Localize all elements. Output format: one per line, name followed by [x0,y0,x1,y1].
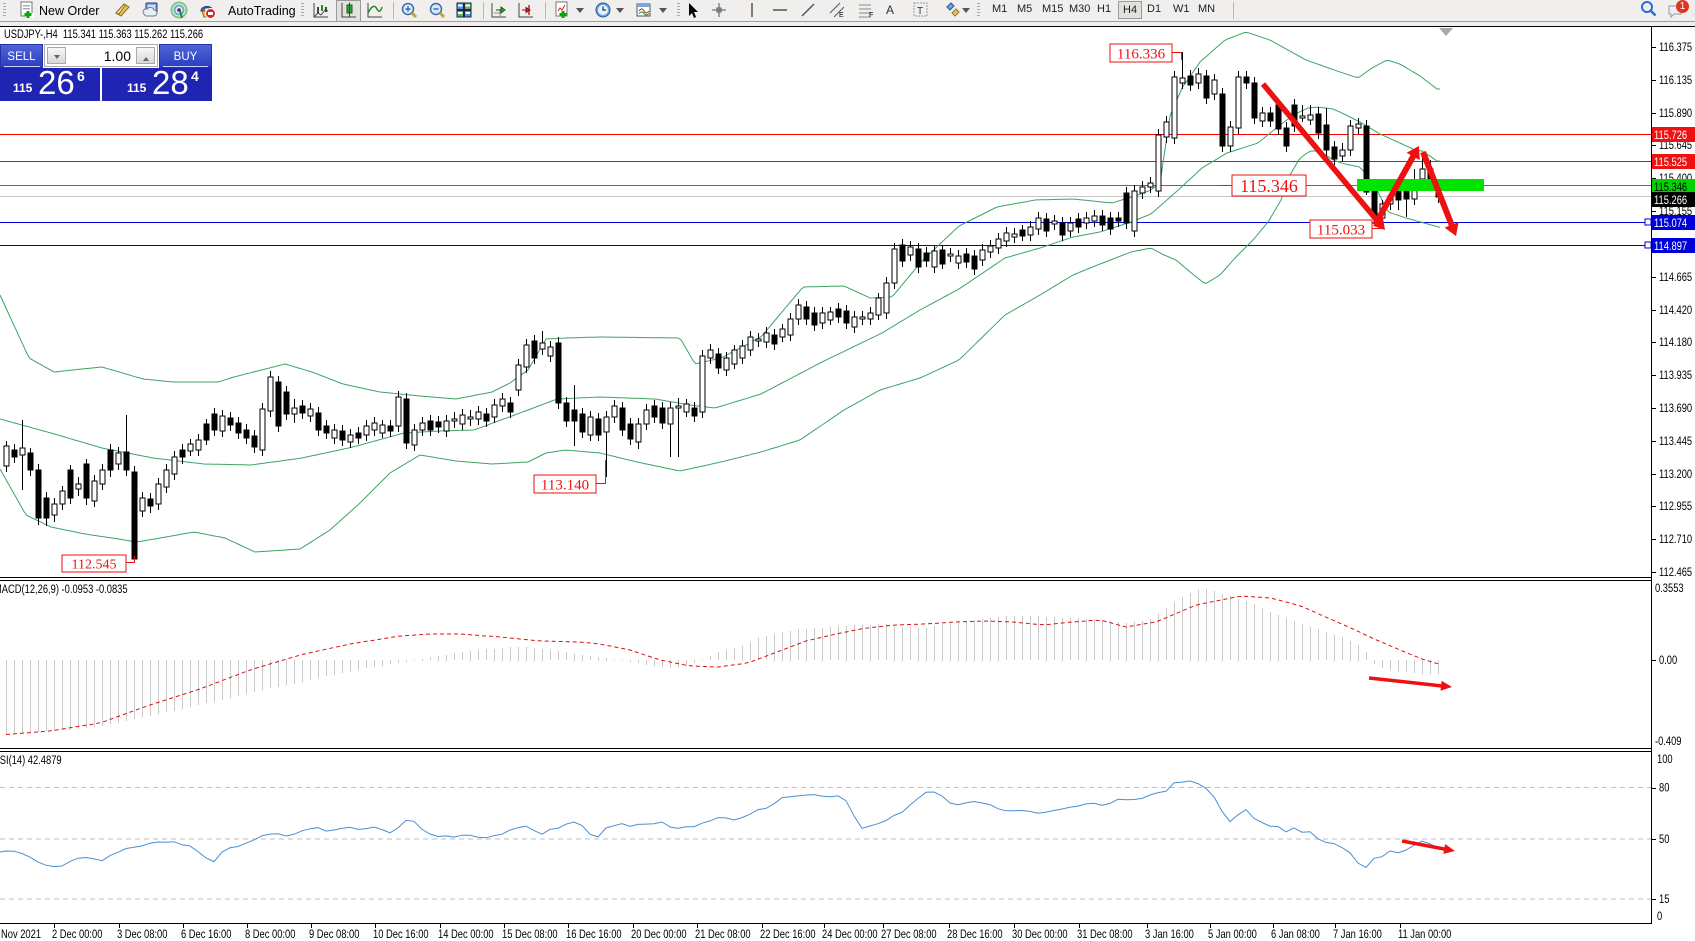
svg-text:3 Jan 16:00: 3 Jan 16:00 [1145,928,1194,941]
svg-text:116.336: 116.336 [1117,46,1166,62]
svg-text:14 Dec 00:00: 14 Dec 00:00 [438,928,494,941]
svg-text:115.890: 115.890 [1659,107,1692,120]
svg-text:113.140: 113.140 [541,477,589,493]
svg-text:31 Dec 08:00: 31 Dec 08:00 [1077,928,1133,941]
svg-text:Nov 2021: Nov 2021 [1,928,41,941]
svg-text:RSI(14) 42.4879: RSI(14) 42.4879 [0,754,62,767]
svg-text:50: 50 [1659,833,1669,846]
svg-text:20 Dec 00:00: 20 Dec 00:00 [631,928,687,941]
svg-text:115.525: 115.525 [1654,156,1687,169]
svg-text:0.00: 0.00 [1659,654,1677,667]
svg-text:5 Jan 00:00: 5 Jan 00:00 [1208,928,1257,941]
svg-text:114.180: 114.180 [1659,336,1692,349]
svg-text:8 Dec 00:00: 8 Dec 00:00 [245,928,295,941]
svg-text:11 Jan 00:00: 11 Jan 00:00 [1398,928,1451,941]
svg-text:T: T [917,6,923,17]
svg-text:9 Dec 08:00: 9 Dec 08:00 [309,928,359,941]
svg-text:113.445: 113.445 [1659,435,1692,448]
svg-text:0: 0 [1657,910,1662,923]
svg-text:115.346: 115.346 [1240,176,1298,196]
svg-text:MACD(12,26,9) -0.0953 -0.0835: MACD(12,26,9) -0.0953 -0.0835 [0,583,128,596]
svg-text:80: 80 [1659,782,1669,795]
svg-text:115.074: 115.074 [1654,217,1687,230]
svg-text:22 Dec 16:00: 22 Dec 16:00 [760,928,816,941]
svg-text:-0.409: -0.409 [1655,735,1682,748]
svg-text:114.897: 114.897 [1654,240,1687,253]
svg-text:E: E [839,12,844,19]
svg-text:112.955: 112.955 [1659,500,1692,513]
svg-text:112.710: 112.710 [1659,533,1692,546]
svg-text:16 Dec 16:00: 16 Dec 16:00 [566,928,622,941]
svg-text:114.420: 114.420 [1659,304,1692,317]
svg-text:6 Dec 16:00: 6 Dec 16:00 [181,928,231,941]
svg-text:27 Dec 08:00: 27 Dec 08:00 [881,928,937,941]
svg-text:112.545: 112.545 [72,558,117,573]
svg-text:21 Dec 08:00: 21 Dec 08:00 [695,928,751,941]
svg-text:USDJPY-,H4 115.341 115.363 11: USDJPY-,H4 115.341 115.363 115.262 115.2… [4,28,203,41]
svg-text:115.346: 115.346 [1654,181,1687,194]
svg-text:0.3553: 0.3553 [1655,582,1684,595]
svg-text:114.665: 114.665 [1659,271,1692,284]
svg-text:3 Dec 08:00: 3 Dec 08:00 [117,928,167,941]
svg-text:115.033: 115.033 [1317,222,1365,238]
svg-text:28 Dec 16:00: 28 Dec 16:00 [947,928,1003,941]
svg-text:113.200: 113.200 [1659,468,1692,481]
svg-text:24 Dec 00:00: 24 Dec 00:00 [822,928,878,941]
svg-text:115.266: 115.266 [1654,194,1687,207]
svg-text:30 Dec 00:00: 30 Dec 00:00 [1012,928,1068,941]
svg-text:7 Jan 16:00: 7 Jan 16:00 [1333,928,1382,941]
svg-text:100: 100 [1657,753,1673,766]
svg-text:116.375: 116.375 [1659,41,1692,54]
svg-text:F: F [869,12,873,19]
svg-text:15: 15 [1659,893,1669,906]
svg-text:10 Dec 16:00: 10 Dec 16:00 [373,928,429,941]
svg-text:2 Dec 00:00: 2 Dec 00:00 [52,928,102,941]
svg-text:115.645: 115.645 [1659,139,1692,152]
svg-text:113.690: 113.690 [1659,402,1692,415]
svg-text:112.465: 112.465 [1659,566,1692,579]
svg-text:6 Jan 08:00: 6 Jan 08:00 [1271,928,1320,941]
svg-text:113.935: 113.935 [1659,369,1692,382]
svg-text:116.135: 116.135 [1659,74,1692,87]
svg-text:15 Dec 08:00: 15 Dec 08:00 [502,928,558,941]
svg-text:115.726: 115.726 [1654,129,1687,142]
